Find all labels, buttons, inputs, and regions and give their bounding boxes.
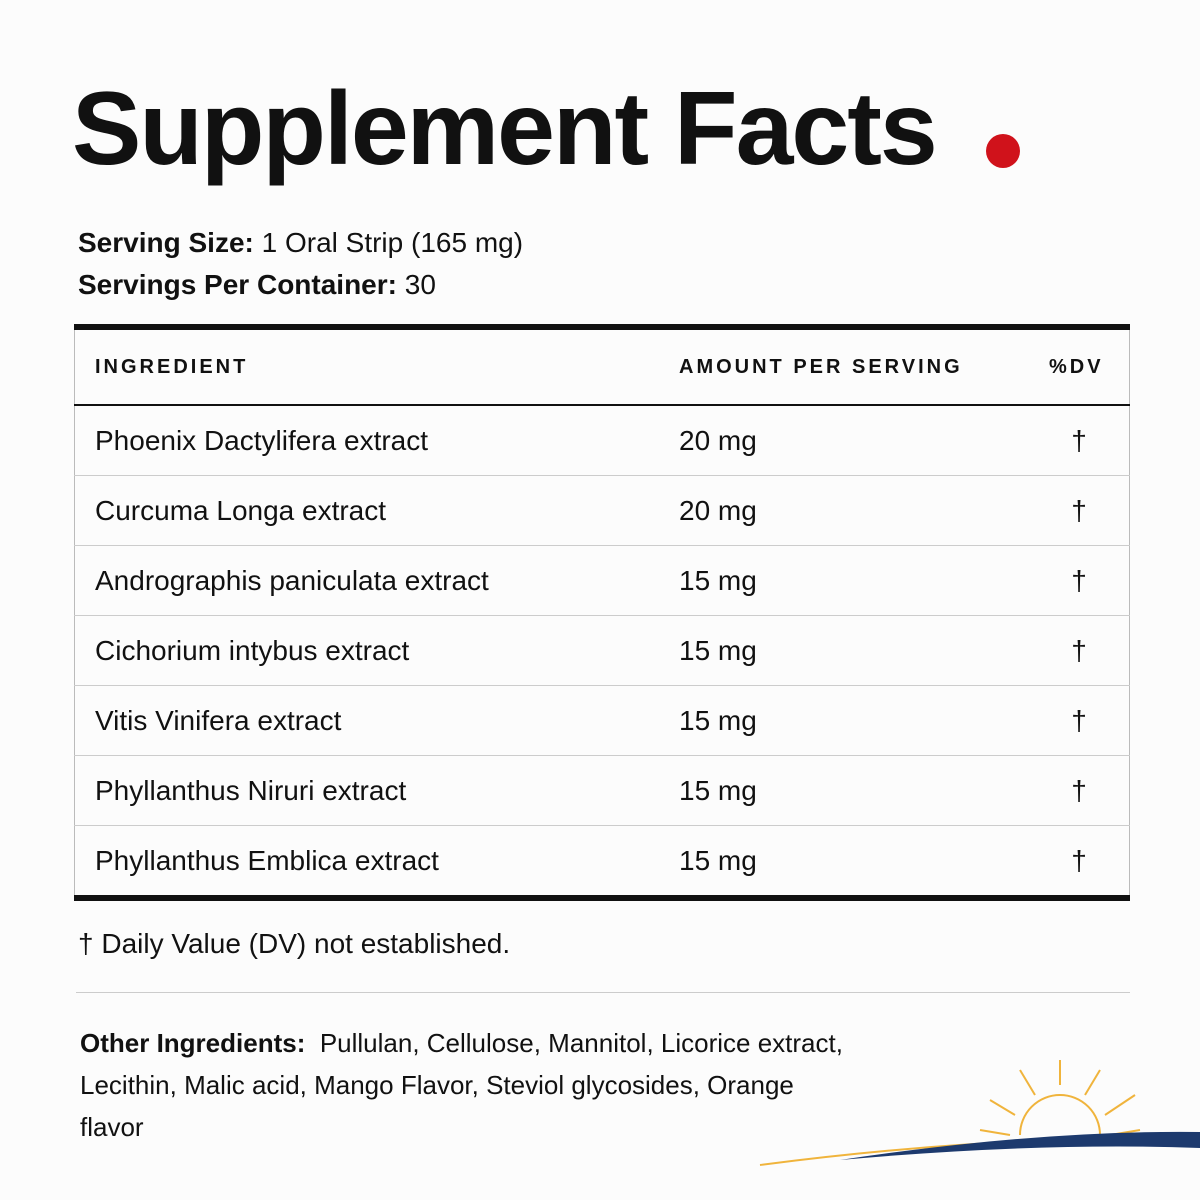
value: 1 Oral Strip (165 mg)	[261, 227, 524, 258]
cell: Phyllanthus Niruri extract	[74, 755, 659, 826]
cell: 15 mg	[659, 825, 1029, 899]
cell: 15 mg	[659, 685, 1029, 756]
cell: 15 mg	[659, 545, 1029, 616]
label: Serving Size:	[78, 227, 254, 258]
table-row: Phyllanthus Niruri extract 15 mg †	[74, 755, 1130, 826]
cell: †	[1029, 475, 1130, 546]
facts-table: INGREDIENT AMOUNT PER SERVING %DV Phoenix D…	[74, 324, 1130, 901]
cell: 15 mg	[659, 615, 1029, 686]
cell: Phyllanthus Emblica extract	[74, 825, 659, 899]
cell: †	[1029, 755, 1130, 826]
cell: 15 mg	[659, 755, 1029, 826]
label: Other Ingredients:	[80, 1028, 306, 1058]
table-row: Cichorium intybus extract 15 mg †	[74, 615, 1130, 686]
table-row: Phyllanthus Emblica extract 15 mg †	[74, 825, 1130, 899]
other-ingredients: Other Ingredients: Pullulan, Cellulose, …	[80, 1022, 860, 1148]
text: Pullulan, Cellulose, Mannitol, Licorice …	[80, 1028, 843, 1142]
red-dot	[986, 134, 1020, 168]
footnote: † Daily Value (DV) not established.	[78, 928, 511, 959]
cell: †	[1029, 825, 1130, 899]
table-row: Andrographis paniculata extract 15 mg †	[74, 545, 1130, 616]
cell: Cichorium intybus extract	[74, 615, 659, 686]
serving-info: Serving Size: 1 Oral Strip (165 mg) Serv…	[78, 222, 523, 306]
cell: Phoenix Dactylifera extract	[74, 405, 659, 476]
column-header: AMOUNT PER SERVING	[659, 327, 1029, 406]
title: Supplement Facts	[72, 71, 938, 187]
table-row: Curcuma Longa extract 20 mg †	[74, 475, 1130, 546]
sun-logo	[759, 1060, 1200, 1166]
column-header: %DV	[1029, 327, 1130, 406]
cell: 20 mg	[659, 475, 1029, 546]
table-row: Phoenix Dactylifera extract 20 mg †	[74, 405, 1130, 476]
column-header: INGREDIENT	[74, 327, 659, 406]
cell: Curcuma Longa extract	[74, 475, 659, 546]
table-row: Vitis Vinifera extract 15 mg †	[74, 685, 1130, 756]
cell: †	[1029, 685, 1130, 756]
value: 30	[404, 269, 436, 300]
label: Servings Per Container:	[78, 269, 397, 300]
cell: †	[1029, 545, 1130, 616]
cell: 20 mg	[659, 405, 1029, 476]
cell: †	[1029, 615, 1130, 686]
divider	[76, 992, 1130, 993]
cell: †	[1029, 405, 1130, 476]
cell: Vitis Vinifera extract	[74, 685, 659, 756]
cell: Andrographis paniculata extract	[74, 545, 659, 616]
